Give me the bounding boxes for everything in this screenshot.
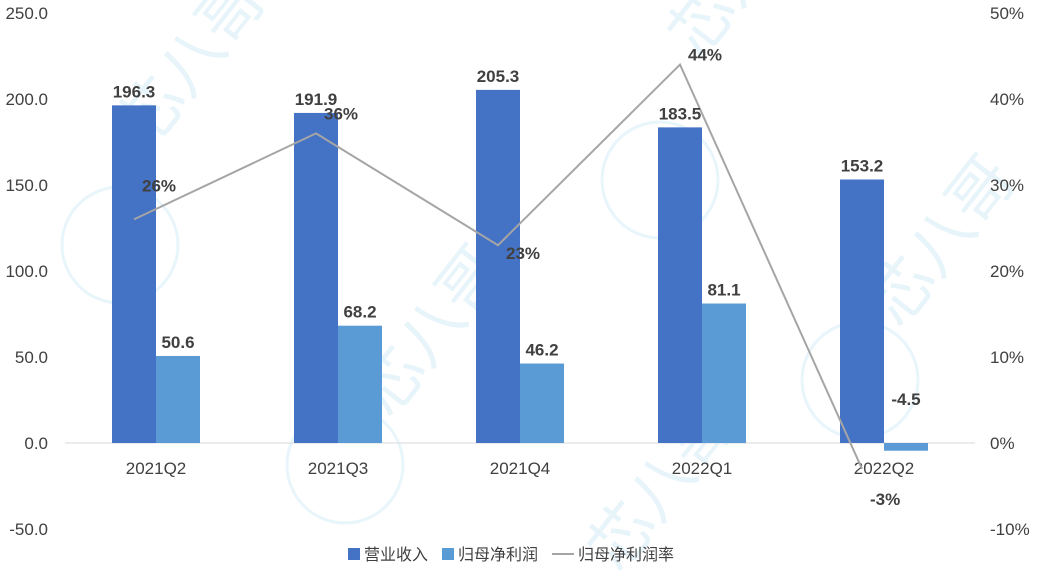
left-axis-tick-label: 150.0 <box>5 176 48 195</box>
bar-value-label: -4.5 <box>891 390 920 409</box>
revenue-bar <box>112 105 156 443</box>
bar-value-label: 191.9 <box>295 90 338 109</box>
category-label: 2021Q3 <box>308 459 369 478</box>
left-axis-tick-label: 250.0 <box>5 4 48 23</box>
right-axis-tick-label: 50% <box>990 4 1024 23</box>
category-label: 2021Q2 <box>126 459 187 478</box>
legend-label: 归母净利润率 <box>578 545 674 564</box>
line-value-label: 36% <box>324 104 358 123</box>
bar-value-label: 205.3 <box>477 67 520 86</box>
net-profit-bar <box>702 303 746 443</box>
net-profit-bar <box>884 443 928 451</box>
net-profit-bar <box>338 325 382 443</box>
right-axis-tick-label: 0% <box>990 434 1015 453</box>
right-axis-tick-label: 40% <box>990 90 1024 109</box>
right-axis-tick-label: 20% <box>990 262 1024 281</box>
right-axis-tick-label: 30% <box>990 176 1024 195</box>
left-axis-tick-label: 100.0 <box>5 262 48 281</box>
bar-value-label: 153.2 <box>841 156 884 175</box>
legend-swatch <box>348 548 360 560</box>
revenue-bar <box>658 127 702 443</box>
line-value-label: -3% <box>870 490 900 509</box>
line-value-label: 23% <box>506 244 540 263</box>
right-axis-tick-label: 10% <box>990 348 1024 367</box>
bar-value-label: 46.2 <box>525 341 558 360</box>
left-axis-tick-label: 0.0 <box>24 434 48 453</box>
margin-line <box>133 62 863 470</box>
revenue-bar <box>476 89 520 443</box>
bar-value-label: 50.6 <box>161 333 194 352</box>
category-label: 2022Q2 <box>854 459 915 478</box>
right-axis-tick-label: -10% <box>990 520 1030 539</box>
legend: 营业收入 归母净利润 归母净利润率 <box>348 545 674 564</box>
bar-value-label: 81.1 <box>707 281 740 300</box>
legend-swatch <box>442 548 454 560</box>
left-axis-tick-label: -50.0 <box>9 520 48 539</box>
category-label: 2021Q4 <box>490 459 551 478</box>
bar-value-label: 196.3 <box>113 82 156 101</box>
net-profit-bar <box>156 355 200 443</box>
bar-value-label: 183.5 <box>659 104 702 123</box>
bar-value-label: 68.2 <box>343 303 376 322</box>
net-profit-bar <box>520 363 564 443</box>
data-labels: 196.3 191.9 205.3 183.5 153.2 50.6 68.2 46.2 81.… <box>113 46 921 509</box>
revenue-bar <box>840 179 884 443</box>
watermark-text: 芯八哥 <box>654 0 831 70</box>
axes: -50.0 0.0 50.0 100.0 150.0 200.0 250.0 -10% 0% 10… <box>5 4 1029 539</box>
line-value-label: 26% <box>142 176 176 195</box>
category-label: 2022Q1 <box>672 459 733 478</box>
revenue-bar <box>294 112 338 443</box>
left-axis-tick-label: 50.0 <box>15 348 48 367</box>
legend-label: 归母净利润 <box>458 545 538 564</box>
legend-label: 营业收入 <box>364 545 428 564</box>
left-axis-tick-label: 200.0 <box>5 90 48 109</box>
line-value-label: 44% <box>688 46 722 65</box>
bars <box>112 89 928 451</box>
